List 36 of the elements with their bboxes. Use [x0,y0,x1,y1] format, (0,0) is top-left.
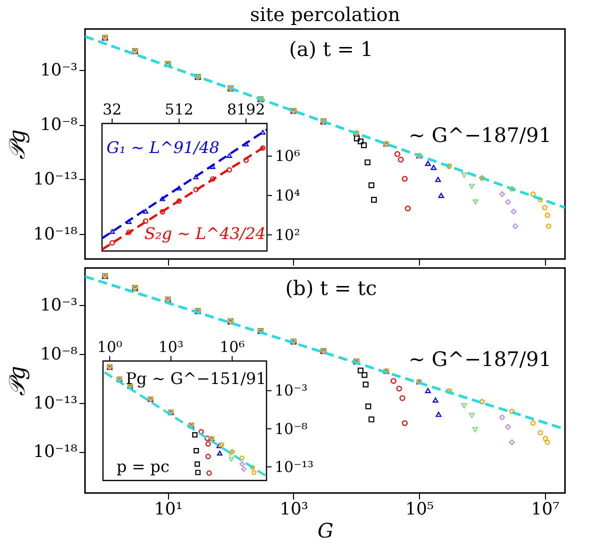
x-tick-label: 10¹ [154,500,183,520]
annotation: (b) t = tc [285,276,377,300]
y-tick-label: 10⁻³ [40,295,78,316]
annotation: p = pc [116,457,170,476]
series-label: G₁ ∼ L^91/48 [106,138,220,157]
y-tick-label: 10⁻³ [40,60,78,80]
y-axis-title: 𝒫g [5,129,30,160]
y-tick-label: 10⁻³ [274,382,308,400]
x-tick-label: 10⁰ [97,338,122,356]
y-tick-label: 10⁻⁸ [40,344,78,364]
y-tick-label: 10⁶ [275,147,300,166]
annotation: ∼ G^−187/91 [408,123,552,147]
x-tick-label: 10⁵ [405,500,434,520]
y-tick-label: 10⁻¹³ [33,393,78,414]
y-tick-label: 10⁻¹⁸ [33,442,78,462]
x-tick-label: 10⁷ [531,500,560,520]
annotation: Pg ∼ G^−151/91 [126,369,266,388]
y-tick-label: 10⁻¹³ [33,170,78,190]
y-tick-label: 10⁻¹³ [274,458,314,476]
x-tick-label: 10³ [280,500,308,520]
y-axis-title: 𝒫g [5,366,30,396]
x-axis-title: G [318,518,334,542]
y-tick-label: 10⁻⁸ [274,420,308,438]
annotation: ∼ G^−187/91 [408,347,552,371]
y-tick-label: 10⁻¹⁸ [33,224,78,244]
annotation: (a) t = 1 [288,37,374,61]
y-tick-label: 10⁴ [275,186,300,204]
x-tick-label: 32 [102,100,122,118]
y-tick-label: 10² [275,226,300,244]
x-tick-label: 10³ [158,338,184,356]
x-tick-label: 512 [164,100,194,118]
chart-title: site percolation [250,4,400,26]
series-label: S₂g ∼ L^43/24 [144,224,266,243]
y-tick-label: 10⁻⁸ [40,115,78,136]
x-tick-label: 10⁶ [220,338,245,356]
x-tick-label: 8192 [226,100,266,118]
